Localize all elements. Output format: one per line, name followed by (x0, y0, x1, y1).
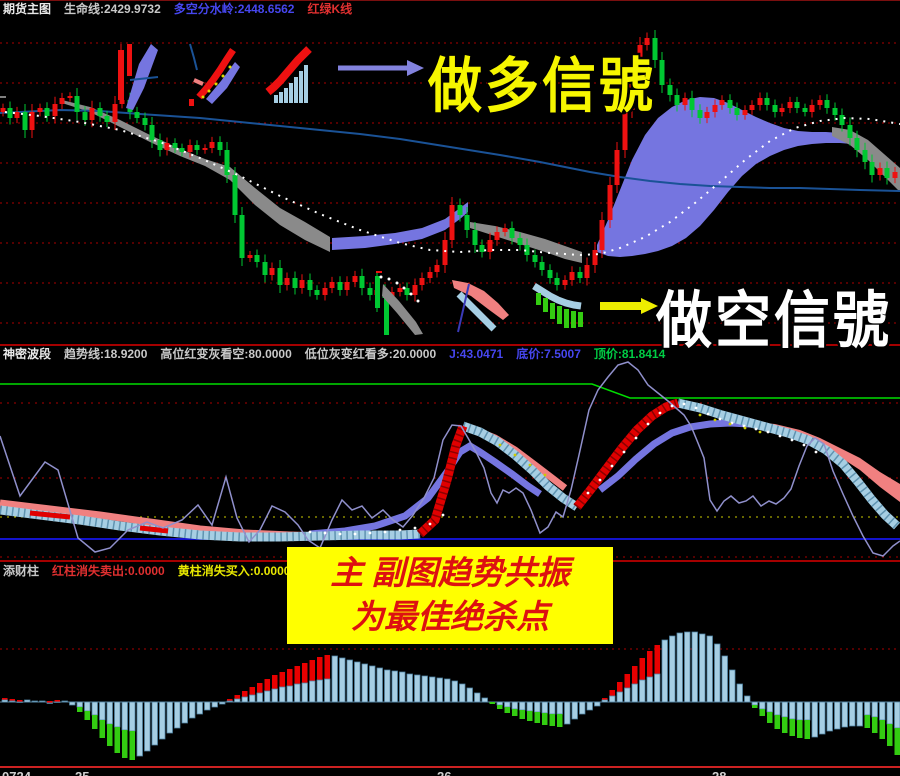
main-grid-lines (0, 42, 900, 324)
bottom-price-value: 底价:7.5007 (516, 347, 581, 361)
kline-style-label: 红绿K线 (307, 2, 353, 16)
panel-separator-1 (0, 344, 900, 346)
top-price-value: 顶价:81.8414 (593, 347, 666, 361)
x-axis-label-1: 25 (75, 769, 89, 776)
volume-panel-header: 添财柱 红柱消失卖出:0.0000 黄柱消失买入:0.0000 (3, 564, 290, 579)
band-ribbons (0, 398, 900, 542)
callout-line-2: 为最佳绝杀点 (351, 599, 549, 636)
main-candlestick-chart[interactable] (0, 0, 900, 345)
resonance-callout-box: 主 副图趋势共振 为最佳绝杀点 (287, 547, 613, 644)
trend-line-value: 趋势线:18.9200 (64, 347, 148, 361)
main-indicator-title: 期货主图 (3, 2, 52, 16)
x-axis-label-3: 28 (712, 769, 726, 776)
band-panel-header: 神密波段 趋势线:18.9200 高位红变灰看空:80.0000 低位灰变红看多… (3, 347, 665, 362)
short-signal-annotation: 做空信號 (656, 285, 892, 355)
long-signal-annotation: 做多信號 (428, 53, 656, 120)
life-line-value: 生命线:2429.9732 (64, 2, 161, 16)
moving-average-line (0, 108, 900, 192)
high-level-value: 高位红变灰看空:80.0000 (160, 347, 292, 361)
histogram-bars (1, 631, 900, 760)
yellow-entry-value: 黄柱消失买入:0.0000 (177, 564, 291, 578)
band-indicator-title: 神密波段 (3, 347, 52, 361)
momentum-histogram-chart[interactable] (0, 562, 900, 776)
wave-band-indicator-chart[interactable] (0, 345, 900, 562)
band-dotted-overlays (308, 402, 818, 536)
top-border-line (0, 0, 900, 1)
band-grid-lines (0, 383, 900, 558)
j-line (0, 361, 900, 557)
divide-line-value: 多空分水岭:2448.6562 (173, 2, 295, 16)
signal-example-insets (0, 43, 658, 335)
candlesticks (0, 30, 898, 304)
j-value: J:43.0471 (449, 347, 504, 361)
callout-line-1: 主 副图趋势共振 (330, 555, 570, 592)
x-axis-label-0: 0724 (2, 769, 31, 776)
main-panel-header: 期货主图 生命线:2429.9732 多空分水岭:2448.6562 红绿K线 (3, 2, 352, 17)
low-level-value: 低位灰变红看多:20.0000 (304, 347, 437, 361)
red-exit-value: 红柱消失卖出:0.0000 (52, 564, 165, 578)
vol-indicator-title: 添财柱 (3, 564, 40, 578)
x-axis-label-2: 26 (437, 769, 451, 776)
